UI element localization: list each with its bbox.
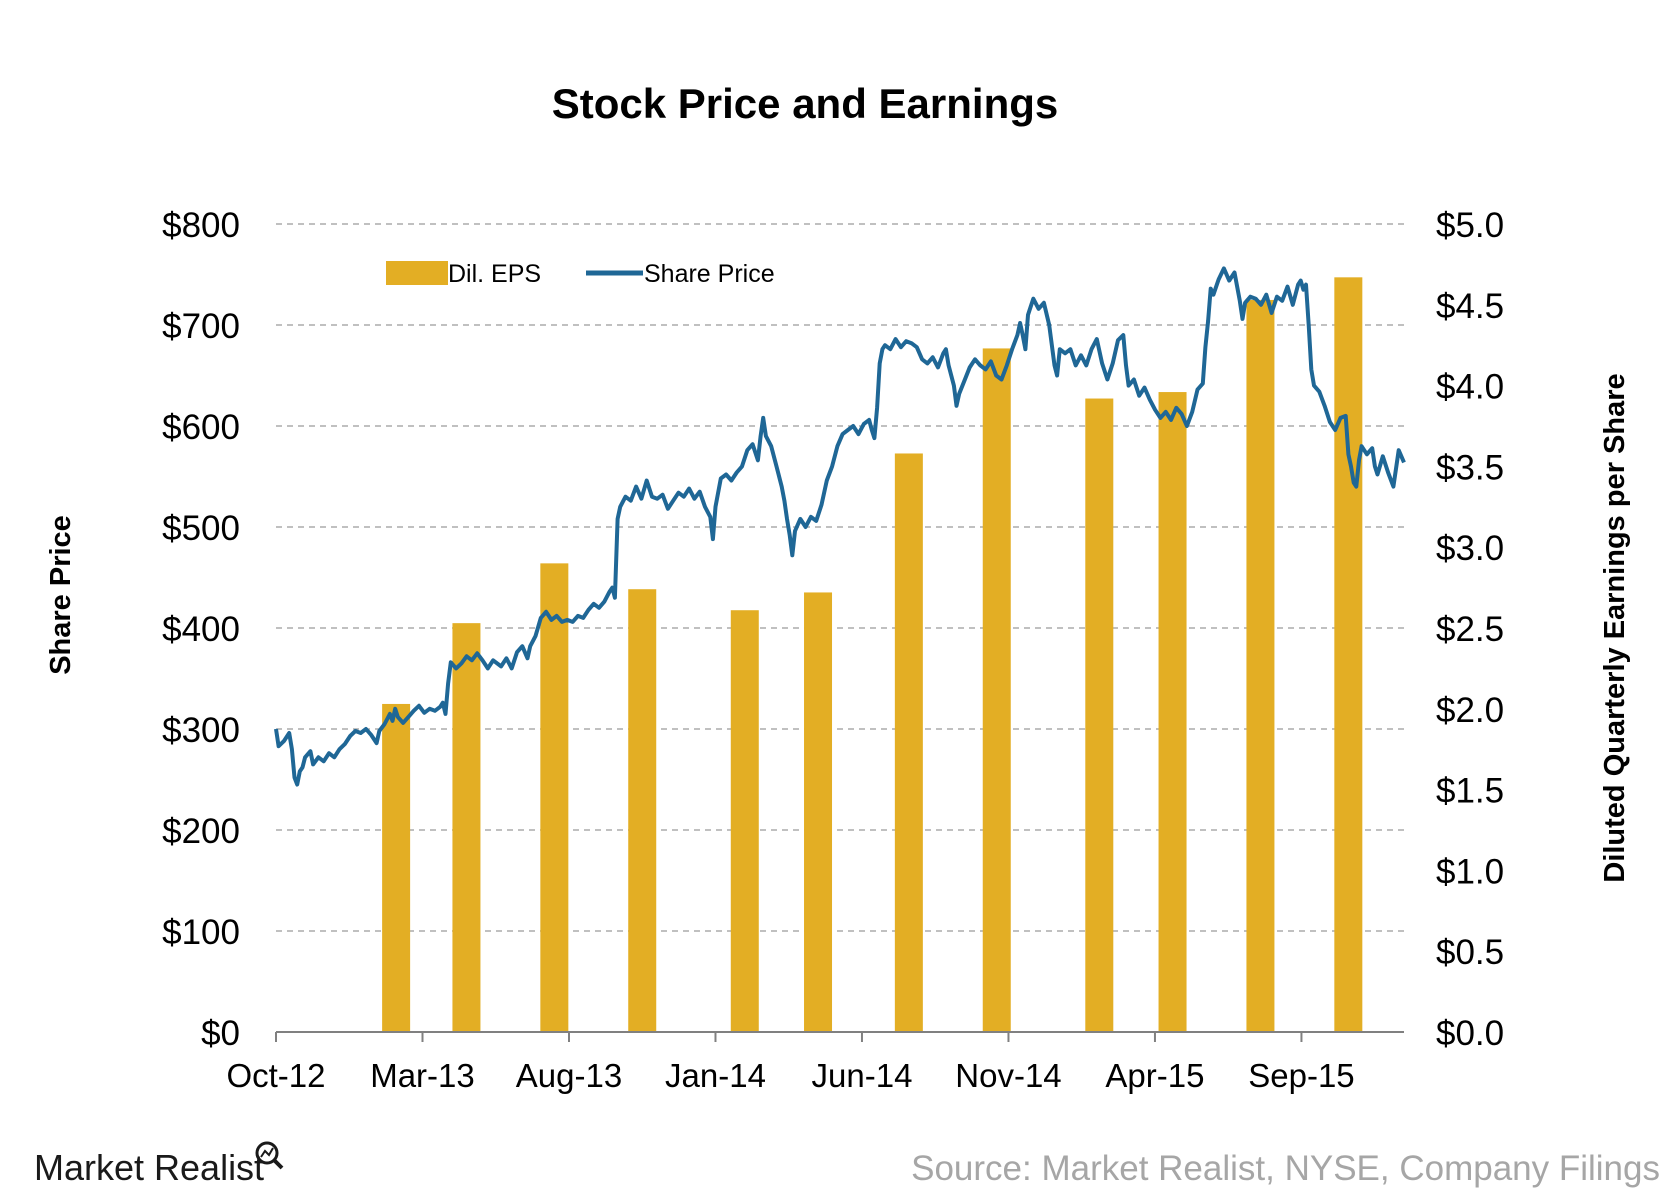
- right-tick-label: $4.0: [1436, 368, 1504, 407]
- left-tick-label: $600: [162, 408, 240, 447]
- source-note: Source: Market Realist, NYSE, Company Fi…: [911, 1149, 1660, 1188]
- eps-bar: [1158, 392, 1187, 1033]
- x-tick-label: Jan-14: [665, 1057, 766, 1094]
- right-tick-label: $4.5: [1436, 287, 1504, 326]
- left-tick-label: $300: [162, 711, 240, 750]
- x-tick-label: Apr-15: [1105, 1057, 1204, 1094]
- legend-label-price: Share Price: [644, 260, 775, 288]
- footer-logo: Market Realist: [34, 1141, 284, 1188]
- right-tick-label: $2.0: [1436, 691, 1504, 730]
- left-tick-label: $0: [201, 1014, 240, 1053]
- left-tick-label: $100: [162, 913, 240, 952]
- chart-title: Stock Price and Earnings: [552, 80, 1059, 127]
- x-tick-label: Sep-15: [1248, 1057, 1354, 1094]
- gridlines: [276, 223, 1404, 932]
- right-tick-label: $2.5: [1436, 610, 1504, 649]
- eps-bar: [730, 610, 759, 1032]
- right-tick-label: $0.5: [1436, 933, 1504, 972]
- left-tick-label: $800: [162, 206, 240, 245]
- x-tick-label: Jun-14: [812, 1057, 913, 1094]
- left-axis-ticks: $0 $100 $200 $300 $400 $500 $600 $700 $800: [162, 206, 240, 1053]
- eps-bar: [540, 563, 569, 1032]
- eps-bar: [982, 348, 1011, 1032]
- left-tick-label: $500: [162, 509, 240, 548]
- legend-swatch-eps: [386, 261, 448, 285]
- left-tick-label: $200: [162, 812, 240, 851]
- left-tick-label: $700: [162, 307, 240, 346]
- x-tick-label: Mar-13: [370, 1057, 475, 1094]
- x-axis-ticks: Oct-12 Mar-13 Aug-13 Jan-14 Jun-14 Nov-14 Apr-…: [226, 1032, 1355, 1094]
- x-tick-label: Oct-12: [226, 1057, 325, 1094]
- share-price-line: [274, 266, 1406, 787]
- legend: Dil. EPS Share Price: [386, 260, 775, 288]
- x-tick-label: Nov-14: [955, 1057, 1061, 1094]
- eps-bar: [1085, 398, 1114, 1032]
- eps-bar: [382, 703, 411, 1032]
- left-axis-label: Share Price: [45, 515, 77, 675]
- right-axis-ticks: $0.0 $0.5 $1.0 $1.5 $2.0 $2.5 $3.0 $3.5 $4.0 $4.5…: [1436, 206, 1504, 1053]
- legend-label-eps: Dil. EPS: [448, 260, 541, 288]
- right-tick-label: $1.0: [1436, 852, 1504, 891]
- eps-bar: [894, 453, 923, 1032]
- right-tick-label: $5.0: [1436, 206, 1504, 245]
- right-tick-label: $0.0: [1436, 1014, 1504, 1053]
- eps-bar: [804, 592, 833, 1032]
- eps-bar: [1334, 277, 1363, 1032]
- left-tick-label: $400: [162, 610, 240, 649]
- logo-text: Market Realist: [34, 1147, 264, 1188]
- eps-bar: [452, 623, 481, 1032]
- x-tick-label: Aug-13: [516, 1057, 622, 1094]
- right-tick-label: $3.5: [1436, 448, 1504, 487]
- eps-bar: [1246, 299, 1275, 1032]
- eps-bars: [382, 277, 1363, 1033]
- eps-bar: [628, 589, 657, 1032]
- right-axis-label: Diluted Quarterly Earnings per Share: [1599, 373, 1631, 882]
- right-tick-label: $3.0: [1436, 529, 1504, 568]
- right-tick-label: $1.5: [1436, 772, 1504, 811]
- share-price-series: [274, 266, 1406, 787]
- magnifier-icon: [255, 1141, 284, 1170]
